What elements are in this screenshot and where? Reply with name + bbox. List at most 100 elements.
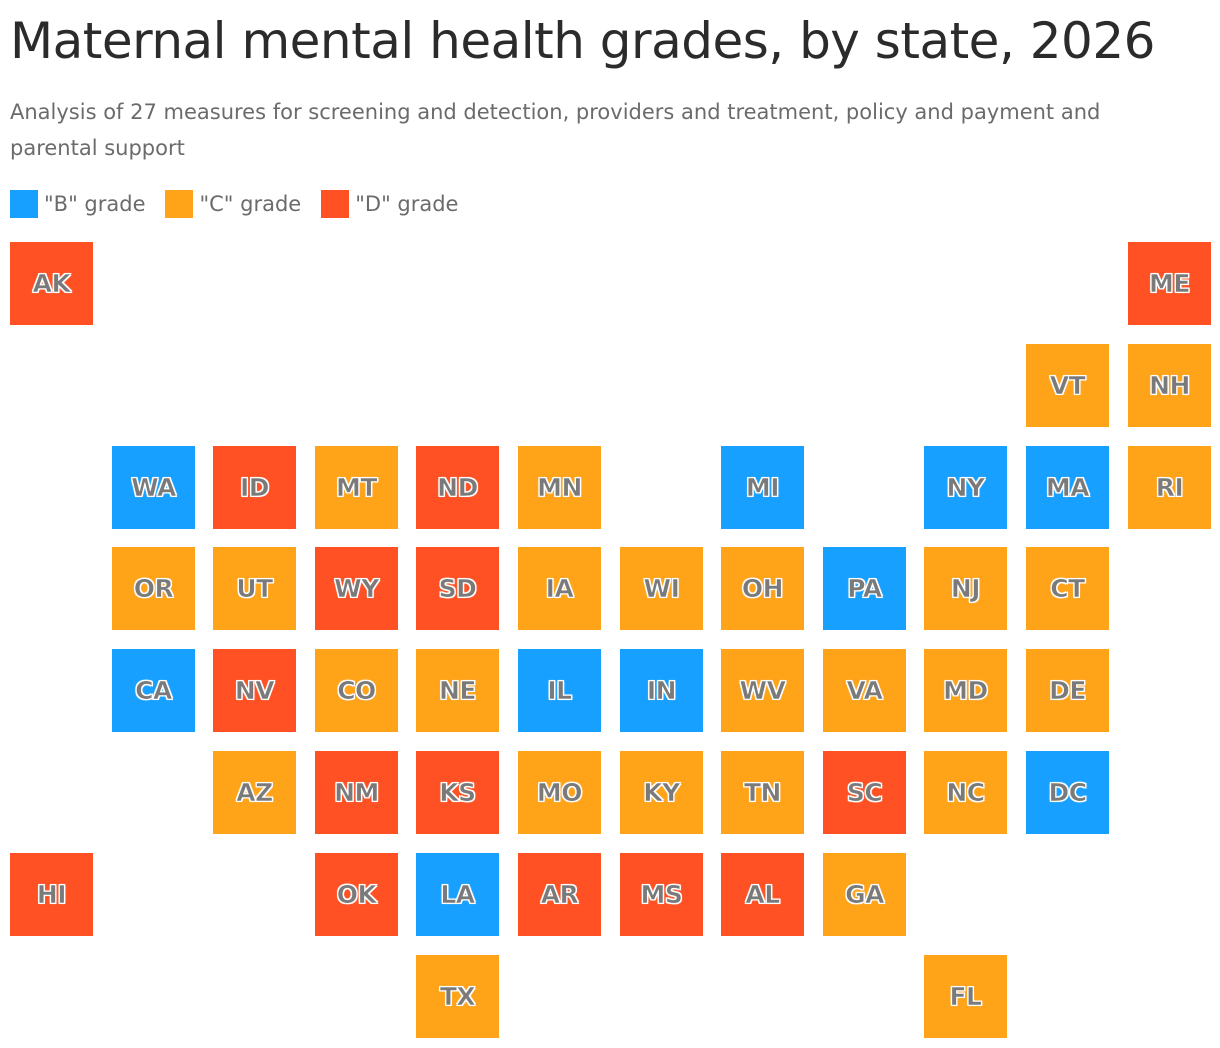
state-label: MA [1045, 473, 1090, 503]
state-tile-nd: ND [416, 446, 499, 529]
state-label: GA [845, 880, 885, 910]
state-label: TN [744, 778, 782, 808]
state-tile-nm: NM [315, 751, 398, 834]
state-label: OK [336, 880, 377, 910]
legend-swatch-b [10, 190, 38, 218]
state-tile-ok: OK [315, 853, 398, 936]
state-tile-hi: HI [10, 853, 93, 936]
state-label: IN [646, 676, 677, 706]
state-tile-ar: AR [518, 853, 601, 936]
chart-subtitle: Analysis of 27 measures for screening an… [10, 100, 1101, 160]
state-label: FL [949, 982, 982, 1012]
state-label: NY [946, 473, 985, 503]
state-tile-me: ME [1128, 242, 1211, 325]
state-label: MD [943, 676, 989, 706]
state-label: AZ [236, 778, 274, 808]
legend-label-c: "C" grade [199, 192, 302, 216]
state-label: NC [946, 778, 985, 808]
state-label: ME [1149, 269, 1191, 299]
legend-item-d: "D" grade [321, 190, 458, 218]
state-tile-mo: MO [518, 751, 601, 834]
state-tile-il: IL [518, 649, 601, 732]
state-tile-la: LA [416, 853, 499, 936]
state-label: WI [643, 574, 680, 604]
state-label: OR [133, 574, 174, 604]
state-tile-nc: NC [924, 751, 1007, 834]
state-label: IL [547, 676, 572, 706]
legend-swatch-c [165, 190, 194, 218]
state-tile-ma: MA [1026, 446, 1109, 529]
state-label: OH [741, 574, 784, 604]
state-label: MS [640, 880, 683, 910]
state-tile-nv: NV [213, 649, 296, 732]
state-label: KS [439, 778, 477, 808]
state-tile-vt: VT [1026, 344, 1109, 427]
state-tile-de: DE [1026, 649, 1109, 732]
state-label: AL [745, 880, 780, 910]
state-tile-sd: SD [416, 547, 499, 630]
state-label: WA [131, 473, 177, 503]
state-label: MT [336, 473, 378, 503]
state-label: VT [1049, 371, 1086, 401]
state-label: MO [536, 778, 583, 808]
state-label: TX [439, 982, 476, 1012]
state-label: WV [739, 676, 786, 706]
state-label: DE [1049, 676, 1087, 706]
legend-label-d: "D" grade [355, 192, 459, 216]
state-tile-al: AL [721, 853, 804, 936]
state-label: NV [234, 676, 275, 706]
state-label: CT [1050, 574, 1086, 604]
state-label: SC [846, 778, 883, 808]
state-tile-tx: TX [416, 955, 499, 1038]
state-tile-wi: WI [620, 547, 703, 630]
state-tile-ms: MS [620, 853, 703, 936]
state-tile-co: CO [315, 649, 398, 732]
state-label: IA [545, 574, 574, 604]
state-label: LA [440, 880, 475, 910]
state-tile-mi: MI [721, 446, 804, 529]
state-tile-tn: TN [721, 751, 804, 834]
state-label: AK [32, 269, 71, 299]
state-label: HI [36, 880, 67, 910]
state-tile-or: OR [112, 547, 195, 630]
legend-label-b: "B" grade [44, 192, 146, 216]
state-tile-mn: MN [518, 446, 601, 529]
state-label: ND [437, 473, 479, 503]
state-tile-ri: RI [1128, 446, 1211, 529]
state-label: SD [438, 574, 477, 604]
state-tile-ky: KY [620, 751, 703, 834]
state-label: NJ [950, 574, 981, 604]
state-label: CA [135, 676, 173, 706]
state-label: WY [334, 574, 380, 604]
state-label: NH [1149, 371, 1191, 401]
state-tile-ia: IA [518, 547, 601, 630]
state-label: MI [745, 473, 780, 503]
state-tile-ak: AK [10, 242, 93, 325]
state-tile-nj: NJ [924, 547, 1007, 630]
state-label: CO [337, 676, 377, 706]
state-tile-ga: GA [823, 853, 906, 936]
state-tile-wy: WY [315, 547, 398, 630]
state-tile-oh: OH [721, 547, 804, 630]
state-label: VA [846, 676, 883, 706]
state-label: AR [540, 880, 579, 910]
state-tile-ne: NE [416, 649, 499, 732]
state-label: UT [236, 574, 273, 604]
state-tile-wv: WV [721, 649, 804, 732]
state-label: NE [438, 676, 477, 706]
state-tile-ks: KS [416, 751, 499, 834]
state-tile-ny: NY [924, 446, 1007, 529]
state-tile-mt: MT [315, 446, 398, 529]
legend-item-b: "B" grade [10, 190, 145, 218]
state-label: ID [239, 473, 270, 503]
state-label: MN [537, 473, 583, 503]
state-tile-ca: CA [112, 649, 195, 732]
legend-item-c: "C" grade [165, 190, 301, 218]
chart-title: Maternal mental health grades, by state,… [10, 12, 1155, 70]
state-label: KY [643, 778, 681, 808]
state-label: PA [847, 574, 883, 604]
state-label: NM [334, 778, 380, 808]
state-label: DC [1048, 778, 1087, 808]
state-tile-dc: DC [1026, 751, 1109, 834]
